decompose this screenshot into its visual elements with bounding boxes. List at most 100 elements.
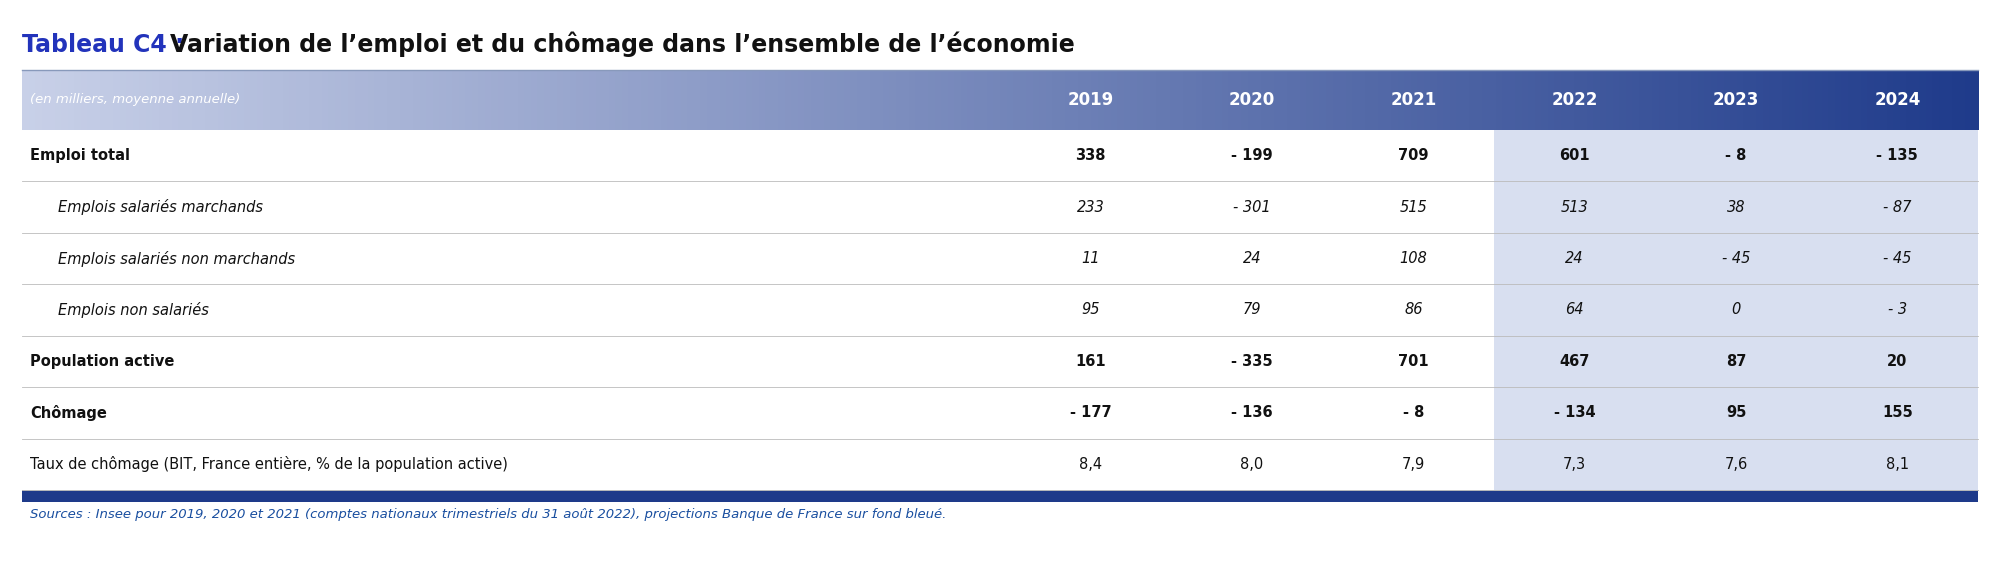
Bar: [1606, 70, 1614, 130]
Bar: [1104, 70, 1112, 130]
Bar: [1494, 181, 1978, 233]
Bar: [1424, 70, 1430, 130]
Text: 467: 467: [1560, 354, 1590, 369]
Text: 701: 701: [1398, 354, 1428, 369]
Bar: [1164, 70, 1170, 130]
Bar: [22, 233, 1494, 285]
Bar: [1796, 70, 1802, 130]
Bar: [1494, 336, 1978, 387]
Bar: [830, 70, 838, 130]
Bar: [798, 70, 804, 130]
Text: 709: 709: [1398, 148, 1428, 163]
Bar: [928, 70, 936, 130]
Bar: [1494, 130, 1978, 181]
Bar: [1620, 70, 1626, 130]
Bar: [1182, 70, 1190, 130]
Bar: [1136, 70, 1144, 130]
Bar: [452, 70, 460, 130]
Bar: [1932, 70, 1940, 130]
Bar: [1554, 70, 1562, 130]
Bar: [1718, 70, 1724, 130]
Bar: [1092, 70, 1098, 130]
Bar: [394, 70, 400, 130]
Bar: [1494, 387, 1978, 438]
Text: Emplois salariés non marchands: Emplois salariés non marchands: [58, 251, 296, 266]
Bar: [1456, 70, 1464, 130]
Bar: [1494, 233, 1978, 285]
Bar: [1494, 438, 1978, 490]
Bar: [518, 70, 524, 130]
Bar: [22, 490, 1978, 502]
Bar: [1868, 70, 1874, 130]
Bar: [302, 70, 310, 130]
Bar: [882, 70, 890, 130]
Text: 161: 161: [1076, 354, 1106, 369]
Bar: [1268, 70, 1274, 130]
Bar: [472, 70, 478, 130]
Bar: [1600, 70, 1606, 130]
Bar: [1046, 70, 1052, 130]
Text: 7,3: 7,3: [1564, 457, 1586, 472]
Text: - 199: - 199: [1232, 148, 1272, 163]
Bar: [1488, 70, 1496, 130]
Bar: [126, 70, 134, 130]
Bar: [1502, 70, 1510, 130]
Bar: [1920, 70, 1926, 130]
Text: Chômage: Chômage: [30, 405, 106, 421]
Bar: [1202, 70, 1210, 130]
Bar: [1744, 70, 1750, 130]
Bar: [54, 70, 62, 130]
Text: 2021: 2021: [1390, 91, 1436, 109]
Text: 7,6: 7,6: [1724, 457, 1748, 472]
Text: 8,4: 8,4: [1080, 457, 1102, 472]
Bar: [380, 70, 388, 130]
Bar: [256, 70, 264, 130]
Bar: [264, 70, 270, 130]
Bar: [1542, 70, 1548, 130]
Bar: [48, 70, 56, 130]
Bar: [954, 70, 962, 130]
Text: - 136: - 136: [1232, 405, 1272, 420]
Bar: [414, 70, 420, 130]
Bar: [1058, 70, 1066, 130]
Bar: [1672, 70, 1678, 130]
Bar: [1392, 70, 1398, 130]
Bar: [948, 70, 954, 130]
Bar: [1906, 70, 1914, 130]
Text: Sources : Insee pour 2019, 2020 et 2021 (comptes nationaux trimestriels du 31 ao: Sources : Insee pour 2019, 2020 et 2021 …: [30, 508, 946, 521]
Bar: [1032, 70, 1040, 130]
Bar: [1938, 70, 1946, 130]
Bar: [1118, 70, 1124, 130]
Bar: [1000, 70, 1008, 130]
Bar: [818, 70, 824, 130]
Bar: [146, 70, 152, 130]
Bar: [1508, 70, 1516, 130]
Bar: [1450, 70, 1456, 130]
Bar: [204, 70, 212, 130]
Text: 87: 87: [1726, 354, 1746, 369]
Bar: [1860, 70, 1868, 130]
Bar: [648, 70, 654, 130]
Bar: [1216, 70, 1222, 130]
Bar: [22, 70, 30, 130]
Bar: [1274, 70, 1280, 130]
Bar: [1234, 70, 1242, 130]
Bar: [1894, 70, 1900, 130]
Bar: [530, 70, 538, 130]
Bar: [342, 70, 348, 130]
Bar: [1848, 70, 1854, 130]
Bar: [22, 181, 1494, 233]
Bar: [178, 70, 186, 130]
Bar: [1782, 70, 1790, 130]
Bar: [1548, 70, 1554, 130]
Bar: [1534, 70, 1542, 130]
Bar: [968, 70, 974, 130]
Bar: [1574, 70, 1580, 130]
Bar: [1156, 70, 1164, 130]
Text: - 8: - 8: [1726, 148, 1746, 163]
Bar: [986, 70, 994, 130]
Text: - 8: - 8: [1402, 405, 1424, 420]
Bar: [1006, 70, 1014, 130]
Bar: [1802, 70, 1808, 130]
Bar: [714, 70, 720, 130]
